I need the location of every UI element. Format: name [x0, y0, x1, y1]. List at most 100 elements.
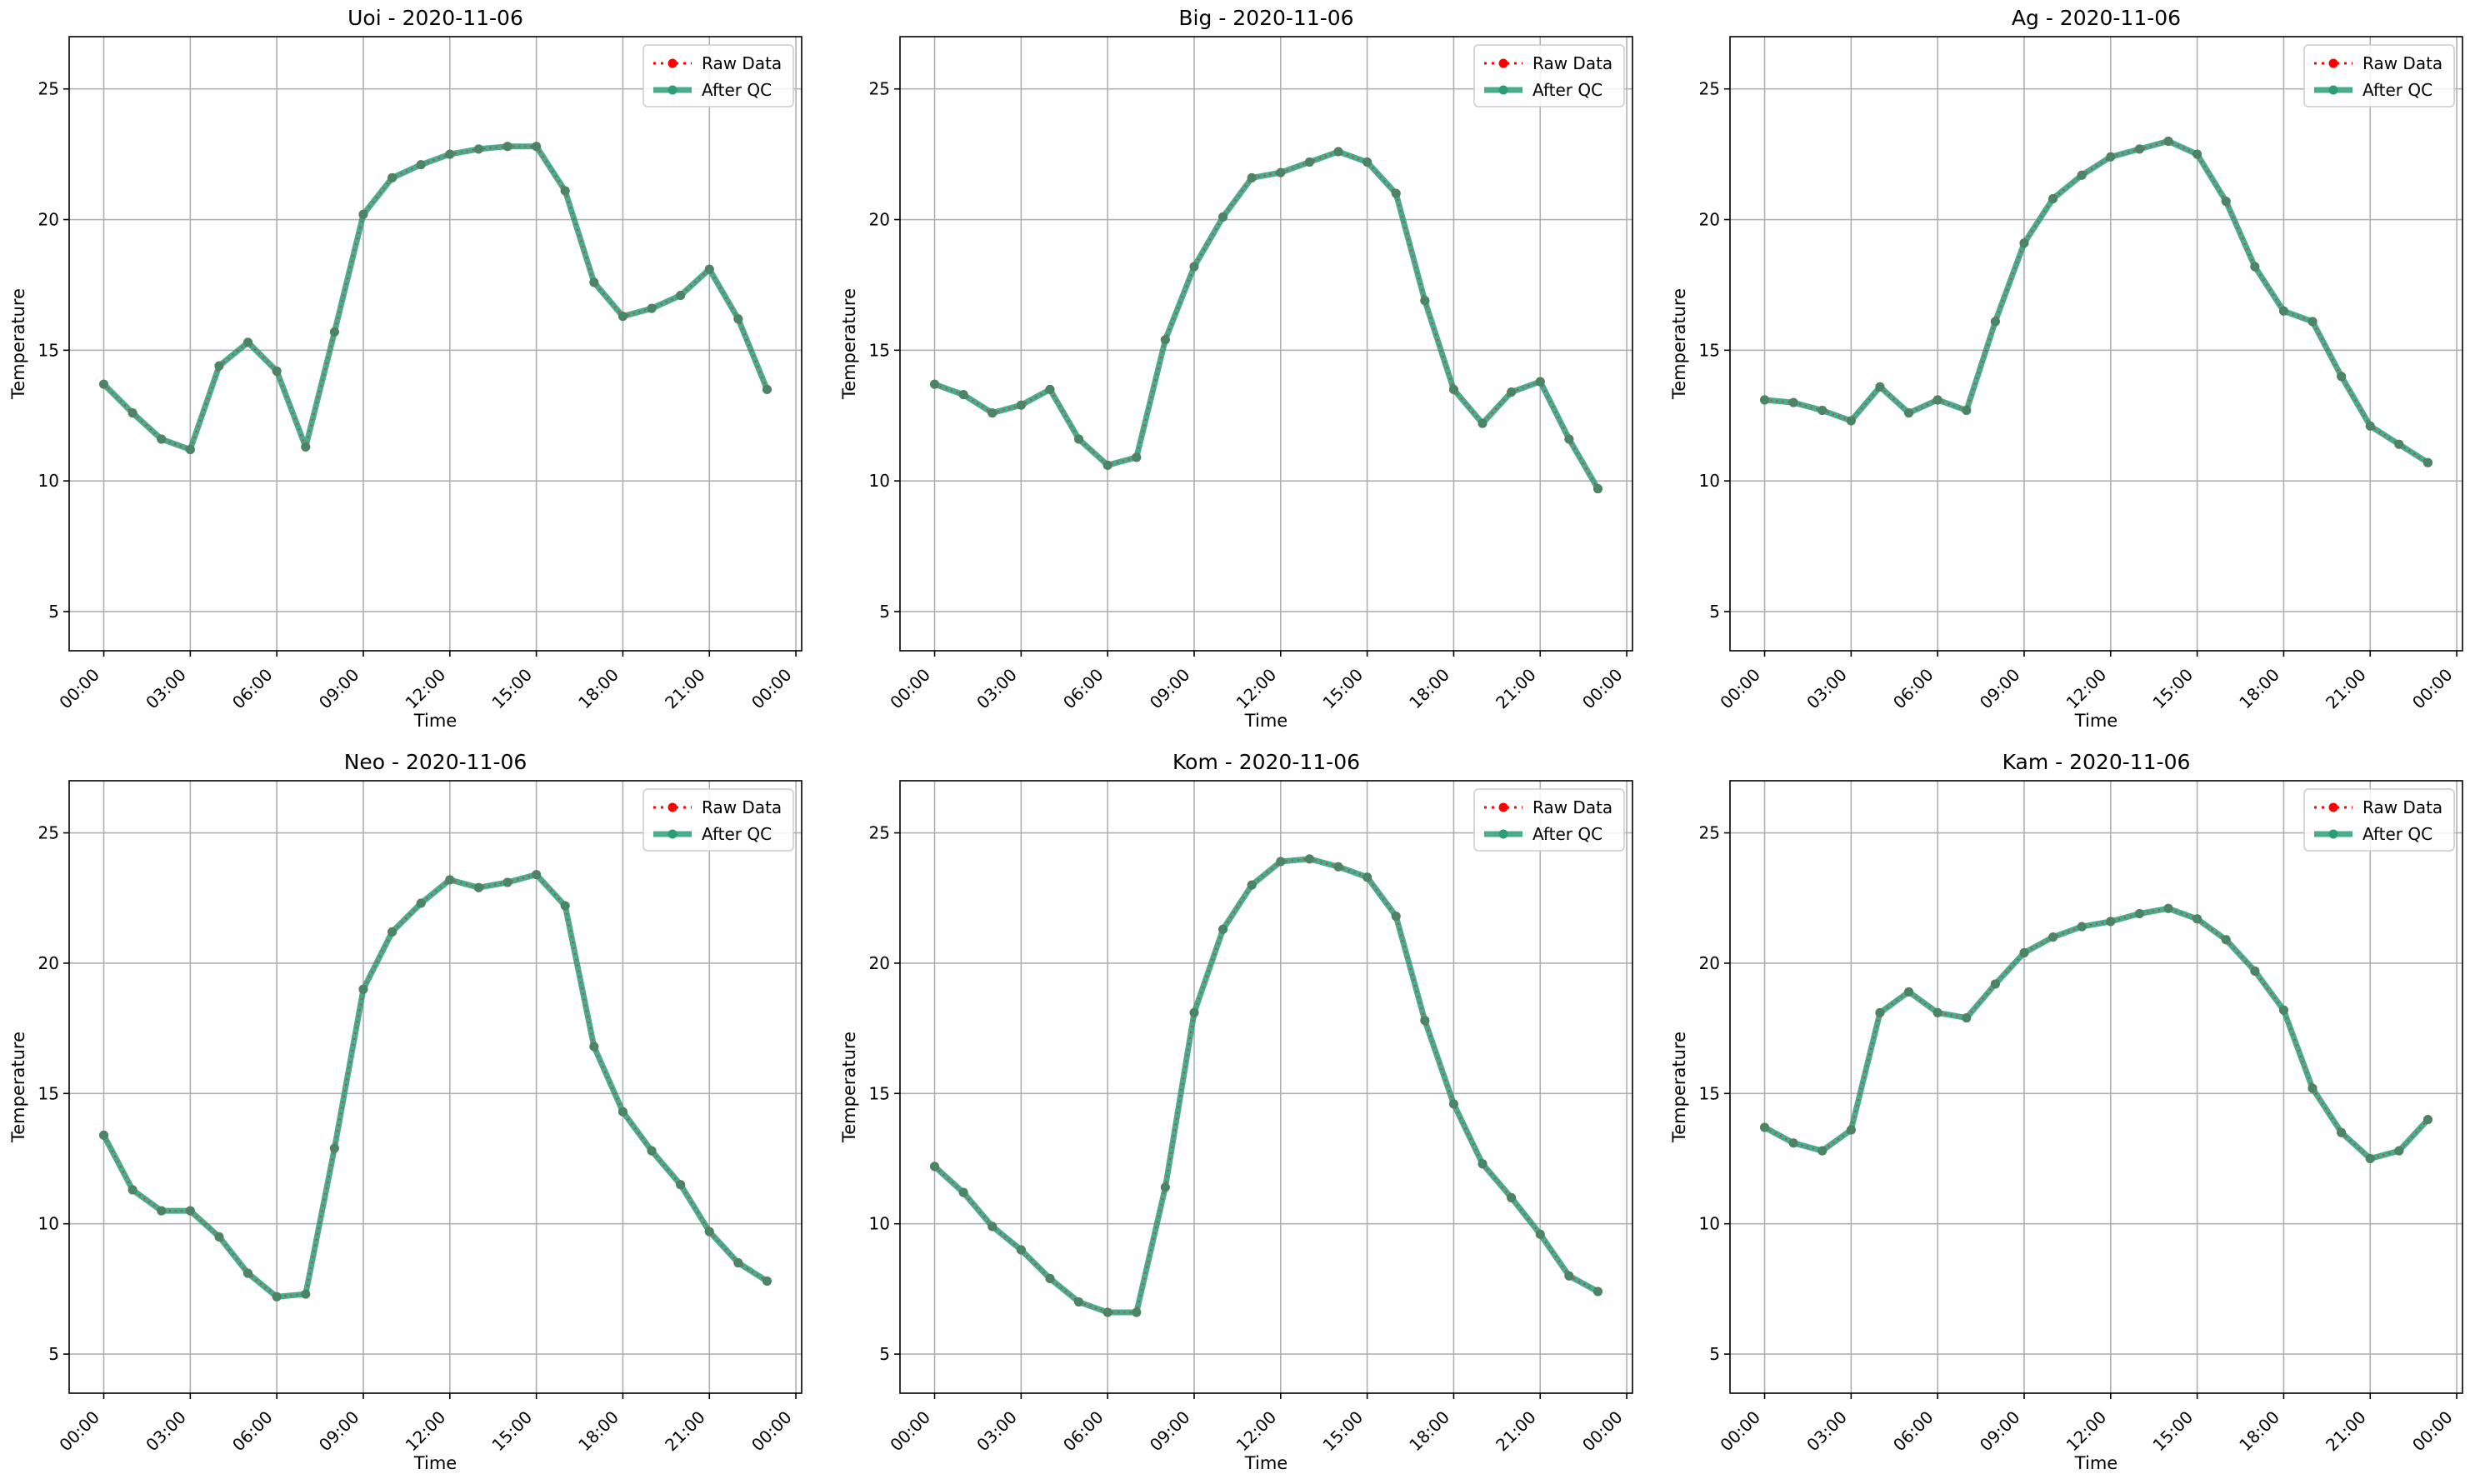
x-tick-label: 18:00 — [1405, 665, 1453, 713]
after-qc-point — [1592, 1287, 1602, 1297]
y-tick-label: 5 — [879, 1344, 890, 1364]
after-qc-point — [1535, 1229, 1545, 1239]
x-tick-label: 15:00 — [488, 1407, 536, 1456]
after-qc-point — [1074, 1297, 1084, 1307]
after-qc-point — [704, 1227, 714, 1237]
after-qc-point — [473, 882, 483, 892]
after-qc-point — [704, 264, 714, 274]
legend-after-qc-marker — [2328, 85, 2338, 95]
x-tick-label: 18:00 — [574, 665, 622, 713]
legend-after-qc-marker — [1498, 85, 1508, 95]
after-qc-point — [1507, 387, 1517, 397]
after-qc-point — [589, 277, 599, 287]
after-qc-point — [1304, 854, 1314, 864]
axes-frame — [899, 36, 1633, 652]
x-tick-label: 03:00 — [1802, 1407, 1851, 1456]
after-qc-point — [157, 434, 167, 444]
after-qc-point — [214, 1232, 224, 1242]
after-qc-point — [1218, 212, 1228, 222]
after-qc-point — [1478, 1159, 1488, 1169]
after-qc-point — [532, 870, 542, 880]
after-qc-point — [2394, 1146, 2404, 1156]
after-qc-point — [988, 408, 998, 418]
after-qc-point — [1760, 395, 1770, 405]
x-axis-label: Time — [413, 1453, 457, 1473]
x-tick-label: 15:00 — [1318, 665, 1367, 713]
x-tick-label: 21:00 — [661, 1407, 709, 1456]
y-tick-label: 25 — [38, 823, 59, 843]
after-qc-point — [1990, 317, 2000, 327]
after-qc-point — [618, 1107, 628, 1117]
after-qc-point — [589, 1042, 599, 1052]
x-tick-label: 21:00 — [661, 665, 709, 713]
x-tick-label: 03:00 — [972, 1407, 1021, 1456]
after-qc-point — [1478, 418, 1488, 428]
y-tick-label: 10 — [38, 1214, 59, 1234]
legend: Raw Data After QC — [1473, 788, 1625, 852]
after-qc-point — [185, 445, 195, 455]
after-qc-point — [1507, 1192, 1517, 1202]
legend-after-qc-marker — [668, 829, 678, 839]
after-qc-point — [2048, 193, 2058, 203]
subplot-title: Big - 2020-11-06 — [1178, 6, 1353, 30]
y-tick-label: 10 — [869, 471, 890, 491]
after-qc-point — [1904, 408, 1914, 418]
after-qc-point — [1564, 1271, 1574, 1281]
after-qc-point — [1448, 384, 1458, 394]
axes-frame — [899, 780, 1633, 1394]
x-tick-label: 00:00 — [55, 1407, 103, 1456]
plot-area — [69, 37, 802, 651]
after-qc-point — [1102, 1307, 1112, 1317]
x-tick-label: 12:00 — [2062, 665, 2111, 713]
legend: Raw Data After QC — [642, 44, 794, 107]
after-qc-point — [358, 209, 368, 219]
y-axis-label: Temperature — [1669, 288, 1689, 400]
x-axis-label: Time — [413, 711, 457, 731]
after-qc-point — [1276, 167, 1286, 177]
after-qc-point — [1247, 172, 1257, 182]
after-qc-point — [128, 1185, 138, 1195]
x-tick-label: 00:00 — [1716, 665, 1764, 713]
after-qc-point — [560, 186, 570, 196]
after-qc-point — [416, 160, 426, 170]
after-qc-point — [1932, 1007, 1942, 1017]
after-qc-point — [930, 379, 940, 389]
series-raw-data-line — [933, 857, 1599, 1314]
legend-raw-data-label: Raw Data — [2362, 797, 2442, 817]
after-qc-point — [243, 1268, 253, 1278]
y-tick-label: 5 — [1709, 602, 1720, 622]
x-tick-label: 12:00 — [2062, 1407, 2111, 1456]
after-qc-point — [1420, 1016, 1430, 1026]
after-qc-point — [1218, 924, 1228, 934]
after-qc-point — [733, 314, 743, 324]
after-qc-point — [1074, 434, 1084, 444]
legend-after-qc-label: After QC — [2362, 80, 2432, 100]
y-tick-label: 20 — [38, 953, 59, 973]
after-qc-point — [2019, 238, 2029, 248]
after-qc-point — [532, 142, 542, 152]
plot-area — [1730, 37, 2462, 651]
after-qc-point — [416, 898, 426, 908]
after-qc-point — [2221, 197, 2231, 207]
after-qc-point — [1391, 188, 1401, 198]
after-qc-point — [1016, 400, 1026, 410]
x-tick-label: 15:00 — [1318, 1407, 1367, 1456]
after-qc-point — [2365, 1154, 2375, 1164]
legend-after-qc-label: After QC — [702, 824, 772, 844]
after-qc-point — [2337, 1127, 2347, 1137]
after-qc-point — [1333, 862, 1343, 872]
after-qc-point — [2308, 1083, 2318, 1093]
after-qc-point — [1420, 296, 1430, 306]
subplot-5: 00:00 03:00 06:00 09:00 12:00 15:00 18:00 21:00… — [839, 750, 1633, 1473]
plot-area — [900, 781, 1632, 1393]
after-qc-point — [1333, 147, 1343, 157]
series-raw-data-line — [1764, 140, 2429, 464]
after-qc-point — [2163, 903, 2173, 913]
after-qc-point — [2134, 144, 2144, 154]
subplot-1: 00:00 03:00 06:00 09:00 12:00 15:00 18:00 21:00… — [8, 6, 802, 731]
after-qc-point — [2278, 306, 2288, 316]
x-tick-label: 21:00 — [2322, 665, 2370, 713]
after-qc-point — [1818, 1146, 1828, 1156]
after-qc-point — [502, 142, 512, 152]
after-qc-point — [647, 1146, 657, 1156]
